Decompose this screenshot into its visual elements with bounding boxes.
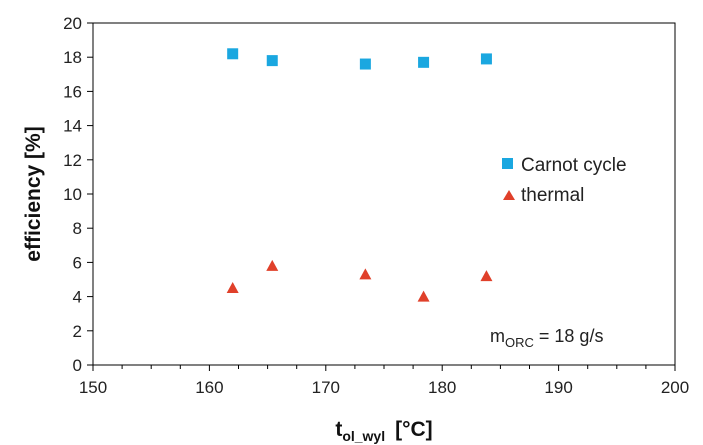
tick-labels: 0 2 4 6 8 10 12 14 16 18 20 150 160 170 180 190 200 (63, 14, 689, 397)
annotation-main: m (490, 326, 505, 346)
x-tick-label: 190 (544, 378, 572, 397)
carnot-point (418, 56, 430, 68)
axis-ticks (87, 22, 676, 371)
x-tick-label: 170 (312, 378, 340, 397)
x-axis-title: tol_wyl [°C] (335, 418, 432, 444)
x-tick-label: 150 (79, 378, 107, 397)
y-tick-label: 6 (73, 253, 82, 272)
legend-label-thermal: thermal (521, 185, 584, 206)
x-axis-title-main: t (335, 418, 342, 441)
thermal-point (417, 290, 430, 302)
y-tick-label: 12 (63, 151, 82, 170)
x-axis-title-subscript: ol_wyl (342, 428, 385, 444)
y-tick-label: 10 (63, 185, 82, 204)
carnot-point (480, 53, 492, 65)
x-tick-label: 200 (661, 378, 689, 397)
legend: Carnot cycle thermal (502, 155, 627, 206)
thermal-point (266, 259, 279, 271)
carnot-point (227, 48, 239, 60)
legend-marker-thermal (503, 190, 515, 200)
y-tick-label: 14 (63, 117, 82, 136)
y-tick-label: 4 (73, 288, 82, 307)
y-axis-title: efficiency [%] (22, 126, 45, 261)
y-tick-label: 20 (63, 14, 82, 33)
x-tick-label: 160 (195, 378, 223, 397)
data-marks (226, 48, 493, 302)
legend-marker-carnot (502, 158, 513, 169)
y-tick-label: 16 (63, 82, 82, 101)
x-tick-label: 180 (428, 378, 456, 397)
x-axis-title-unit: [°C] (395, 418, 433, 441)
carnot-point (359, 58, 371, 70)
annotation-mass-flow: mORC = 18 g/s (490, 326, 603, 350)
carnot-point (266, 55, 278, 67)
y-tick-label: 2 (73, 322, 82, 341)
plot-area (92, 22, 676, 366)
legend-label-carnot: Carnot cycle (521, 155, 627, 176)
thermal-point (480, 270, 493, 282)
y-tick-label: 18 (63, 48, 82, 67)
annotation-rest: = 18 g/s (534, 326, 604, 346)
thermal-point (359, 268, 372, 280)
y-tick-label: 0 (73, 356, 82, 375)
thermal-point (226, 282, 239, 294)
y-tick-label: 8 (73, 219, 82, 238)
annotation-subscript: ORC (505, 335, 534, 350)
